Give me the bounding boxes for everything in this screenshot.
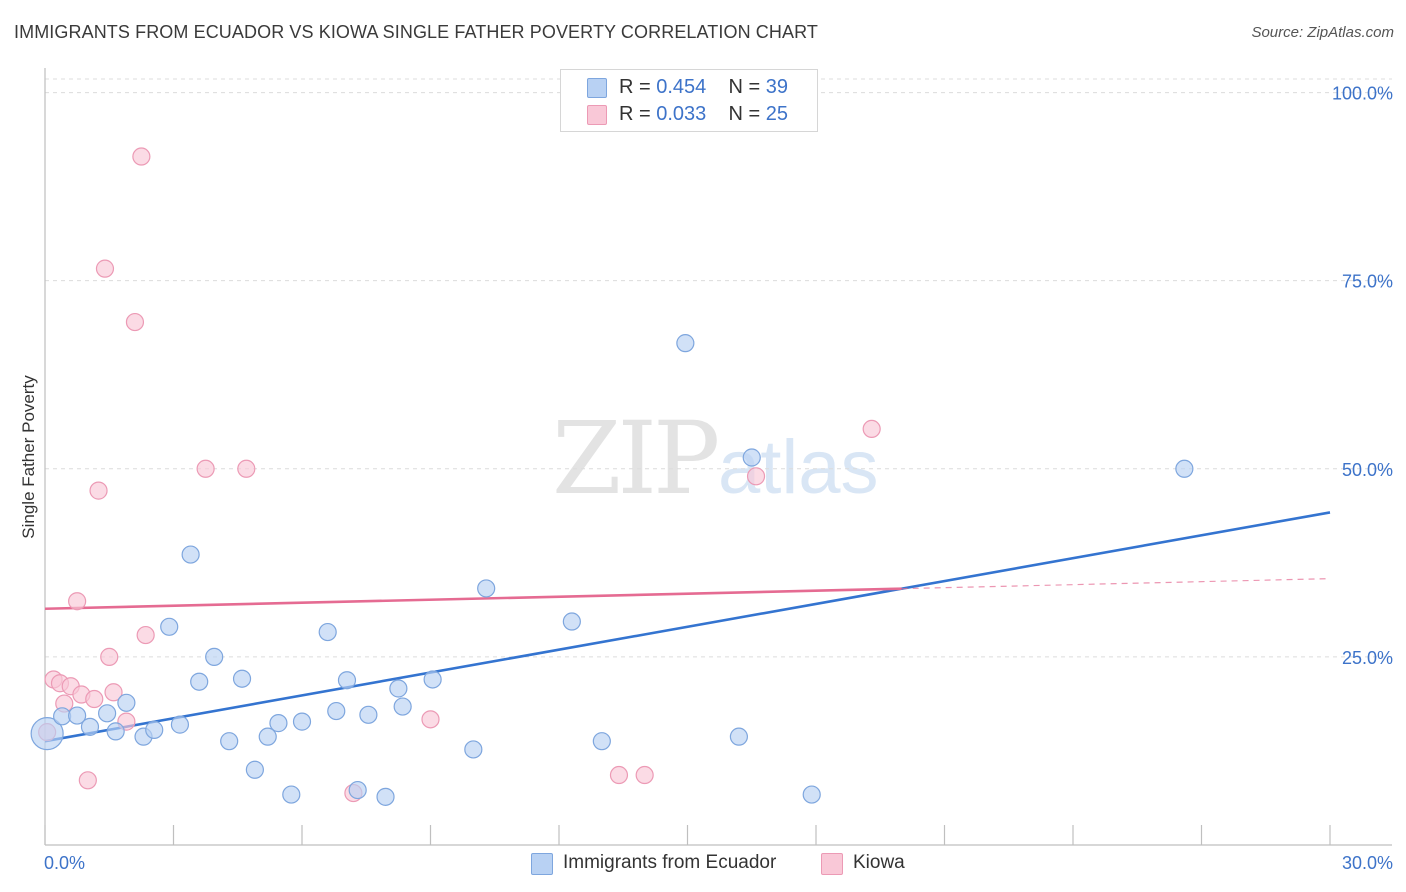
trend-lines [44,511,1331,743]
data-point-blue [106,722,125,741]
data-point-blue [742,448,761,467]
stats-text: R = 0.033 N = 25 [619,103,788,126]
data-point-blue [676,334,695,353]
y-tick-label: 75.0% [1342,272,1393,292]
blue-swatch-icon [587,78,607,98]
axes [44,68,1392,846]
data-point-blue [389,679,408,698]
data-point-blue [181,545,200,564]
trend-line-pink [44,587,902,611]
data-point-blue [220,732,239,751]
data-point-blue [802,785,821,804]
x-tick-label: 30.0% [1342,853,1393,873]
n-label: N = [728,103,766,125]
r-label: R = [619,103,657,125]
watermark-zip: ZIP [552,400,720,517]
grid-lines [45,78,1392,658]
data-point-blue [282,785,301,804]
data-point-blue [423,670,442,689]
data-point-pink [237,459,256,478]
stats-text: R = 0.454 N = 39 [619,76,788,99]
data-point-pink [125,312,145,332]
n-value: 25 [765,103,789,125]
watermark-atlas: atlas [718,425,879,510]
data-point-blue [359,705,378,724]
y-tick-label: 100.0% [1332,84,1393,104]
data-point-pink [85,689,104,709]
x-tick-label: 0.0% [44,853,85,873]
data-point-pink [421,710,440,729]
data-point-blue [205,647,224,666]
legend-label: Immigrants from Ecuador [563,852,777,873]
data-point-pink [95,259,115,278]
data-point-pink [609,765,629,785]
trend-line-blue [44,511,1331,743]
data-point-blue [258,727,277,746]
n-label: N = [728,76,766,98]
data-point-blue [80,717,100,736]
y-tick-label: 25.0% [1342,648,1393,668]
tick-labels: 25.0% 50.0% 75.0% 100.0% 0.0% 30.0% Single Fat… [19,84,1393,873]
data-point-pink [862,419,881,439]
data-point-blue [327,701,346,721]
pink-swatch-icon [587,105,607,125]
data-point-pink [68,592,87,611]
data-point-blue [477,579,496,598]
r-value: 0.454 [656,76,707,98]
trend-line-extension-pink [901,578,1331,590]
y-tick-label: 50.0% [1342,460,1393,480]
data-point-blue [232,669,252,688]
data-point-pink [635,765,654,785]
pink-swatch-icon [821,853,843,875]
data-point-pink [100,647,119,666]
data-point-blue [562,612,581,631]
data-point-pink [89,481,108,500]
data-point-blue [376,787,395,806]
data-point-blue [145,720,164,739]
data-point-blue [1175,459,1194,478]
data-point-pink [136,625,155,645]
r-label: R = [619,76,657,98]
data-point-blue [190,672,209,691]
data-point-blue [393,697,412,716]
data-point-blue [337,671,357,690]
y-axis-title: Single Father Poverty [19,375,38,539]
data-point-blue [592,732,611,751]
data-point-blue [170,715,190,734]
stats-legend: R = 0.454 N = 39 R = 0.033 N = 25 [560,69,818,132]
blue-swatch-icon [531,853,553,875]
data-point-blue [160,617,179,636]
data-point-blue [245,760,264,779]
data-point-pink [196,459,215,478]
data-point-blue [464,740,483,759]
data-point-blue [292,712,312,731]
data-point-blue [729,727,749,746]
data-point-pink [132,147,151,166]
data-point-blue [348,780,367,800]
data-point-pink [746,467,766,486]
data-point-blue [318,622,337,642]
data-point-blue [269,714,288,733]
data-point-blue [98,704,117,723]
data-point-blue [68,706,87,725]
n-value: 39 [765,76,789,98]
data-point-pink [104,683,123,702]
legend-label: Kiowa [853,852,905,873]
chart-title: IMMIGRANTS FROM ECUADOR VS KIOWA SINGLE … [14,22,818,42]
chart-source: Source: ZipAtlas.com [1251,24,1394,41]
data-point-pink [78,771,97,790]
data-point-blue [117,693,136,712]
data-points [30,147,1194,806]
data-point-blue [30,717,64,751]
r-value: 0.033 [656,103,707,125]
